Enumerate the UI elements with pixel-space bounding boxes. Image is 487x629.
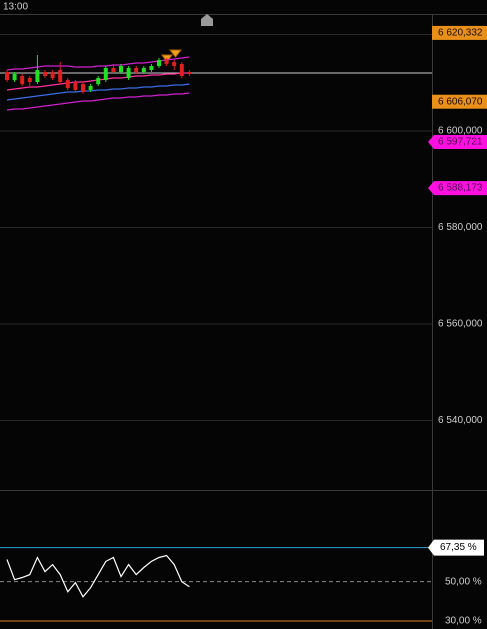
candle-body bbox=[88, 86, 93, 91]
level-tag bbox=[428, 539, 484, 556]
candle-body bbox=[50, 72, 55, 79]
price-tag bbox=[432, 25, 487, 40]
y-tick-label: 6 600,000 bbox=[438, 126, 483, 137]
y-tick-label: 6 580,000 bbox=[438, 222, 483, 233]
candle-body bbox=[20, 76, 25, 85]
price-tag bbox=[432, 94, 487, 109]
level-label: 30,00 % bbox=[445, 616, 482, 627]
candle-body bbox=[149, 66, 154, 71]
candle-body bbox=[111, 68, 116, 73]
price-tag bbox=[428, 135, 487, 150]
home-icon[interactable] bbox=[201, 14, 213, 26]
price-tag-label: 6 597,721 bbox=[438, 137, 483, 148]
candle-body bbox=[179, 64, 184, 77]
oscillator-line bbox=[6, 554, 190, 598]
candle-body bbox=[164, 60, 169, 65]
candle-body bbox=[103, 68, 108, 81]
candle-body bbox=[58, 70, 63, 83]
y-tick-label: 6 540,000 bbox=[438, 415, 483, 426]
time-label: 13:00 bbox=[3, 2, 28, 13]
candle-body bbox=[5, 72, 9, 81]
candle-body bbox=[35, 70, 40, 83]
candle-body bbox=[43, 72, 47, 77]
candle-body bbox=[27, 78, 32, 83]
price-tag-label: 6 588,173 bbox=[438, 183, 483, 194]
band-line bbox=[6, 83, 190, 101]
candle-body bbox=[187, 72, 192, 75]
candle-body bbox=[12, 74, 17, 81]
candle-body bbox=[157, 60, 161, 67]
candle-body bbox=[73, 82, 78, 91]
candle-body bbox=[134, 68, 139, 73]
candle-body bbox=[119, 66, 123, 73]
candle-body bbox=[172, 62, 177, 67]
candle-body bbox=[81, 84, 85, 93]
price-tag-label: 6 620,332 bbox=[438, 28, 483, 39]
y-tick-label: 6 560,000 bbox=[438, 319, 483, 330]
candle-body bbox=[65, 80, 70, 89]
signal-marker bbox=[168, 49, 183, 58]
level-label: 67,35 % bbox=[440, 542, 477, 553]
level-label: 50,00 % bbox=[445, 576, 482, 587]
candle-body bbox=[96, 78, 101, 85]
price-tag bbox=[428, 181, 487, 196]
candle-body bbox=[126, 68, 131, 79]
price-tag-label: 6 606,070 bbox=[438, 96, 483, 107]
band-line bbox=[6, 92, 190, 111]
candle-body bbox=[141, 68, 146, 73]
